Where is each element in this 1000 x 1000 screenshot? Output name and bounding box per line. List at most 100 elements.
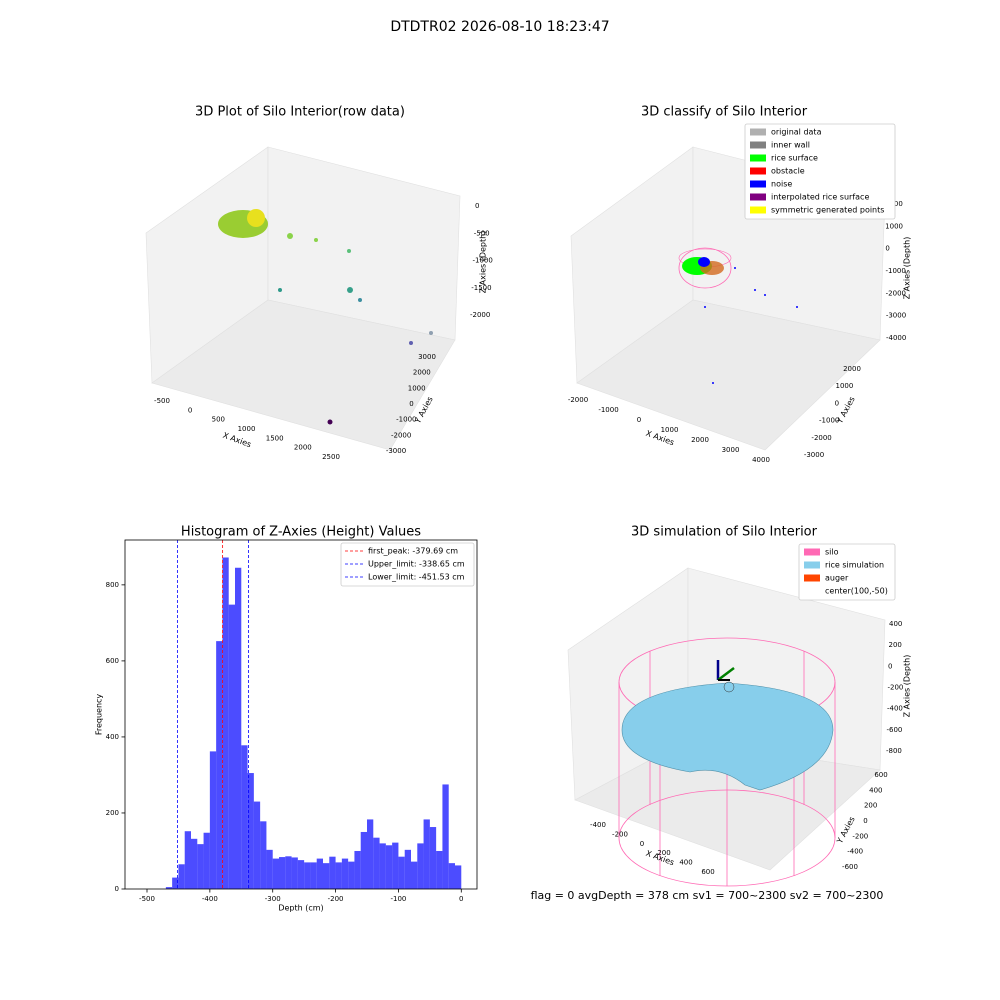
bar [316,858,323,889]
z-tick-label: -400 [887,705,903,713]
bar [373,837,380,889]
z-axis-label: Z Axies (Depth) [479,231,488,294]
z-tick-label: -2000 [886,289,906,297]
x-tick-label: -200 [328,895,344,903]
y-tick-label: 400 [869,786,882,794]
bar [348,861,355,889]
z-tick-label: 0 [888,662,892,670]
y-tick-label: -1000 [396,416,416,424]
x-tick-label: -300 [265,895,281,903]
z-tick-label: -2000 [470,311,490,319]
bar [291,857,298,889]
legend-box [340,542,475,587]
legend-label: noise [771,180,792,189]
z-tick-label: -1000 [886,267,906,275]
bar [379,843,386,889]
x-tick-label: 0 [640,840,644,848]
legend-label: Lower_limit: -451.53 cm [368,573,465,582]
plot-frame [124,539,478,890]
chart-title: 3D classify of Silo Interior [641,105,808,120]
legend-swatch [750,128,766,136]
y-tick-label: 0 [863,817,867,825]
bar [385,845,393,889]
figure-title: DTDTR02 2026-08-10 18:23:47 [390,19,609,35]
legend-label: rice surface [771,154,818,163]
y-tick-label: 400 [106,733,119,741]
y-tick-label: -200 [852,832,868,840]
bar [279,857,286,889]
x-tick-label: 2000 [691,436,709,444]
y-tick-label: -3000 [386,447,406,455]
bar [341,858,349,889]
x-tick-label: 1000 [661,426,679,434]
x-axis-label: X Axies [222,431,253,450]
x-tick-label: 3000 [722,446,740,454]
point-cloud [678,247,798,384]
bar [398,856,405,889]
x-tick-label: 600 [701,868,714,876]
bar [247,773,254,889]
y-tick-label: 1000 [408,384,426,392]
x-tick-label: -100 [390,895,406,903]
y-tick-label: 2000 [843,365,861,373]
bar [297,860,305,889]
legend-label: Upper_limit: -338.65 cm [368,560,465,569]
bar [310,862,317,889]
bar [191,838,198,889]
bar [429,827,437,889]
bar [209,751,217,889]
y-tick-label: 1000 [835,382,853,390]
bar [178,864,185,889]
legend-label: first_peak: -379.69 cm [368,547,458,556]
z-tick-label: -4000 [886,334,906,342]
chart-title: 3D simulation of Silo Interior [631,525,818,540]
bar [423,819,430,889]
legend-label: obstacle [771,167,805,176]
x-tick-label: 0 [459,895,463,903]
x-tick-label: -400 [202,895,218,903]
bar [272,858,279,889]
bar [404,849,411,889]
x-tick-label: 4000 [752,456,770,464]
y-axis-label: Y Axies [835,815,857,846]
y-tick-label: 200 [106,809,119,817]
x-tick-label: 2500 [322,453,340,461]
legend-swatch [750,154,766,162]
y-tick-label: 800 [106,581,119,589]
y-tick-label: -600 [842,863,858,871]
bar [260,821,267,889]
legend-swatch [804,574,820,582]
legend-swatch [804,548,820,556]
legend-label: inner wall [771,141,810,150]
legend-label: symmetric generated points [771,206,884,215]
legend-label: silo [825,548,839,557]
y-tick-label: -400 [847,848,863,856]
legend-swatch [750,180,766,188]
legend-swatch [750,193,766,201]
bar [235,567,242,889]
legend-label: original data [771,128,822,137]
z-tick-label: -1500 [471,284,491,292]
z-tick-label: 400 [889,620,902,628]
legend-box [744,123,896,220]
x-tick-label: -500 [154,397,170,405]
x-tick-label: 0 [637,416,641,424]
chart-title: 3D Plot of Silo Interior(row data) [195,105,405,120]
legend-box [798,543,896,601]
bar [411,861,418,889]
x-tick-label: -500 [139,895,155,903]
z-tick-label: -3000 [886,312,906,320]
x-tick-label: 1000 [238,425,256,433]
legend-swatch [804,561,820,569]
z-tick-label: 200 [889,641,902,649]
z-tick-label: 0 [885,245,889,253]
z-tick-label: 0 [475,202,479,210]
legend-label: rice simulation [825,561,884,570]
z-tick-label: -600 [887,726,903,734]
z-tick-label: -200 [888,684,904,692]
bar [241,745,248,889]
bar [266,849,273,889]
y-tick-label: 600 [874,771,887,779]
x-tick-label: 2000 [294,444,312,452]
